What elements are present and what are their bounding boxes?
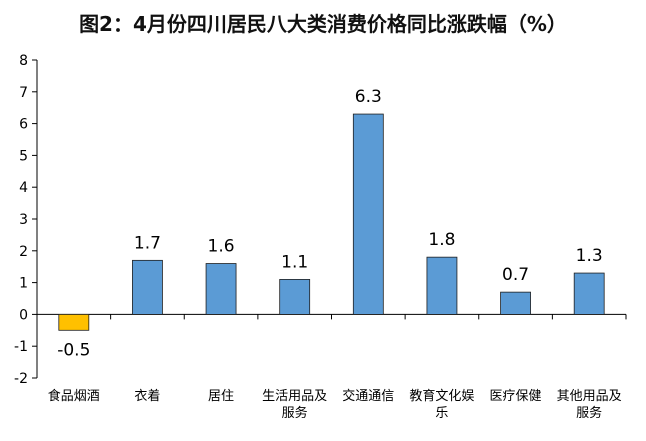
data-label: 1.3: [576, 246, 603, 266]
y-tick-label: 0: [19, 307, 28, 323]
bar: [279, 279, 311, 315]
y-tick-label: 5: [19, 148, 28, 164]
y-tick-label: -2: [14, 371, 28, 387]
category-label: 医疗保健: [490, 389, 542, 404]
bar: [500, 291, 531, 315]
data-label: 1.8: [428, 230, 455, 250]
y-tick-label: 8: [19, 53, 28, 69]
bar: [132, 259, 163, 315]
data-label: 6.3: [355, 87, 382, 107]
category-label: 其他用品及: [557, 389, 622, 404]
y-tick-label: -1: [14, 339, 28, 355]
data-label: 1.1: [281, 252, 308, 272]
bar: [426, 256, 458, 315]
category-label: 衣着: [134, 388, 160, 404]
y-tick-label: 1: [19, 276, 28, 292]
data-label: 1.6: [208, 237, 235, 257]
category-label: 服务: [282, 405, 308, 421]
y-tick-label: 3: [19, 212, 28, 228]
chart-title: 图2：4月份四川居民八大类消费价格同比涨跌幅（%）: [79, 12, 567, 36]
category-label: 乐: [435, 406, 448, 421]
category-label: 生活用品及: [262, 389, 327, 404]
category-label: 服务: [576, 405, 602, 421]
y-tick-label: 2: [19, 244, 28, 260]
data-label: 0.7: [502, 265, 529, 285]
data-label: 1.7: [134, 233, 161, 253]
bar: [205, 263, 237, 315]
category-label: 交通通信: [342, 388, 394, 404]
category-label: 教育文化娱: [409, 388, 474, 404]
bar: [352, 113, 384, 315]
y-tick-label: 6: [19, 117, 28, 133]
y-tick-label: 7: [19, 85, 28, 101]
y-tick-label: 4: [19, 180, 28, 196]
bar: [58, 313, 90, 331]
category-label: 居住: [208, 389, 234, 404]
data-label: -0.5: [57, 340, 90, 360]
category-label: 食品烟酒: [48, 388, 100, 404]
bar: [573, 272, 605, 315]
